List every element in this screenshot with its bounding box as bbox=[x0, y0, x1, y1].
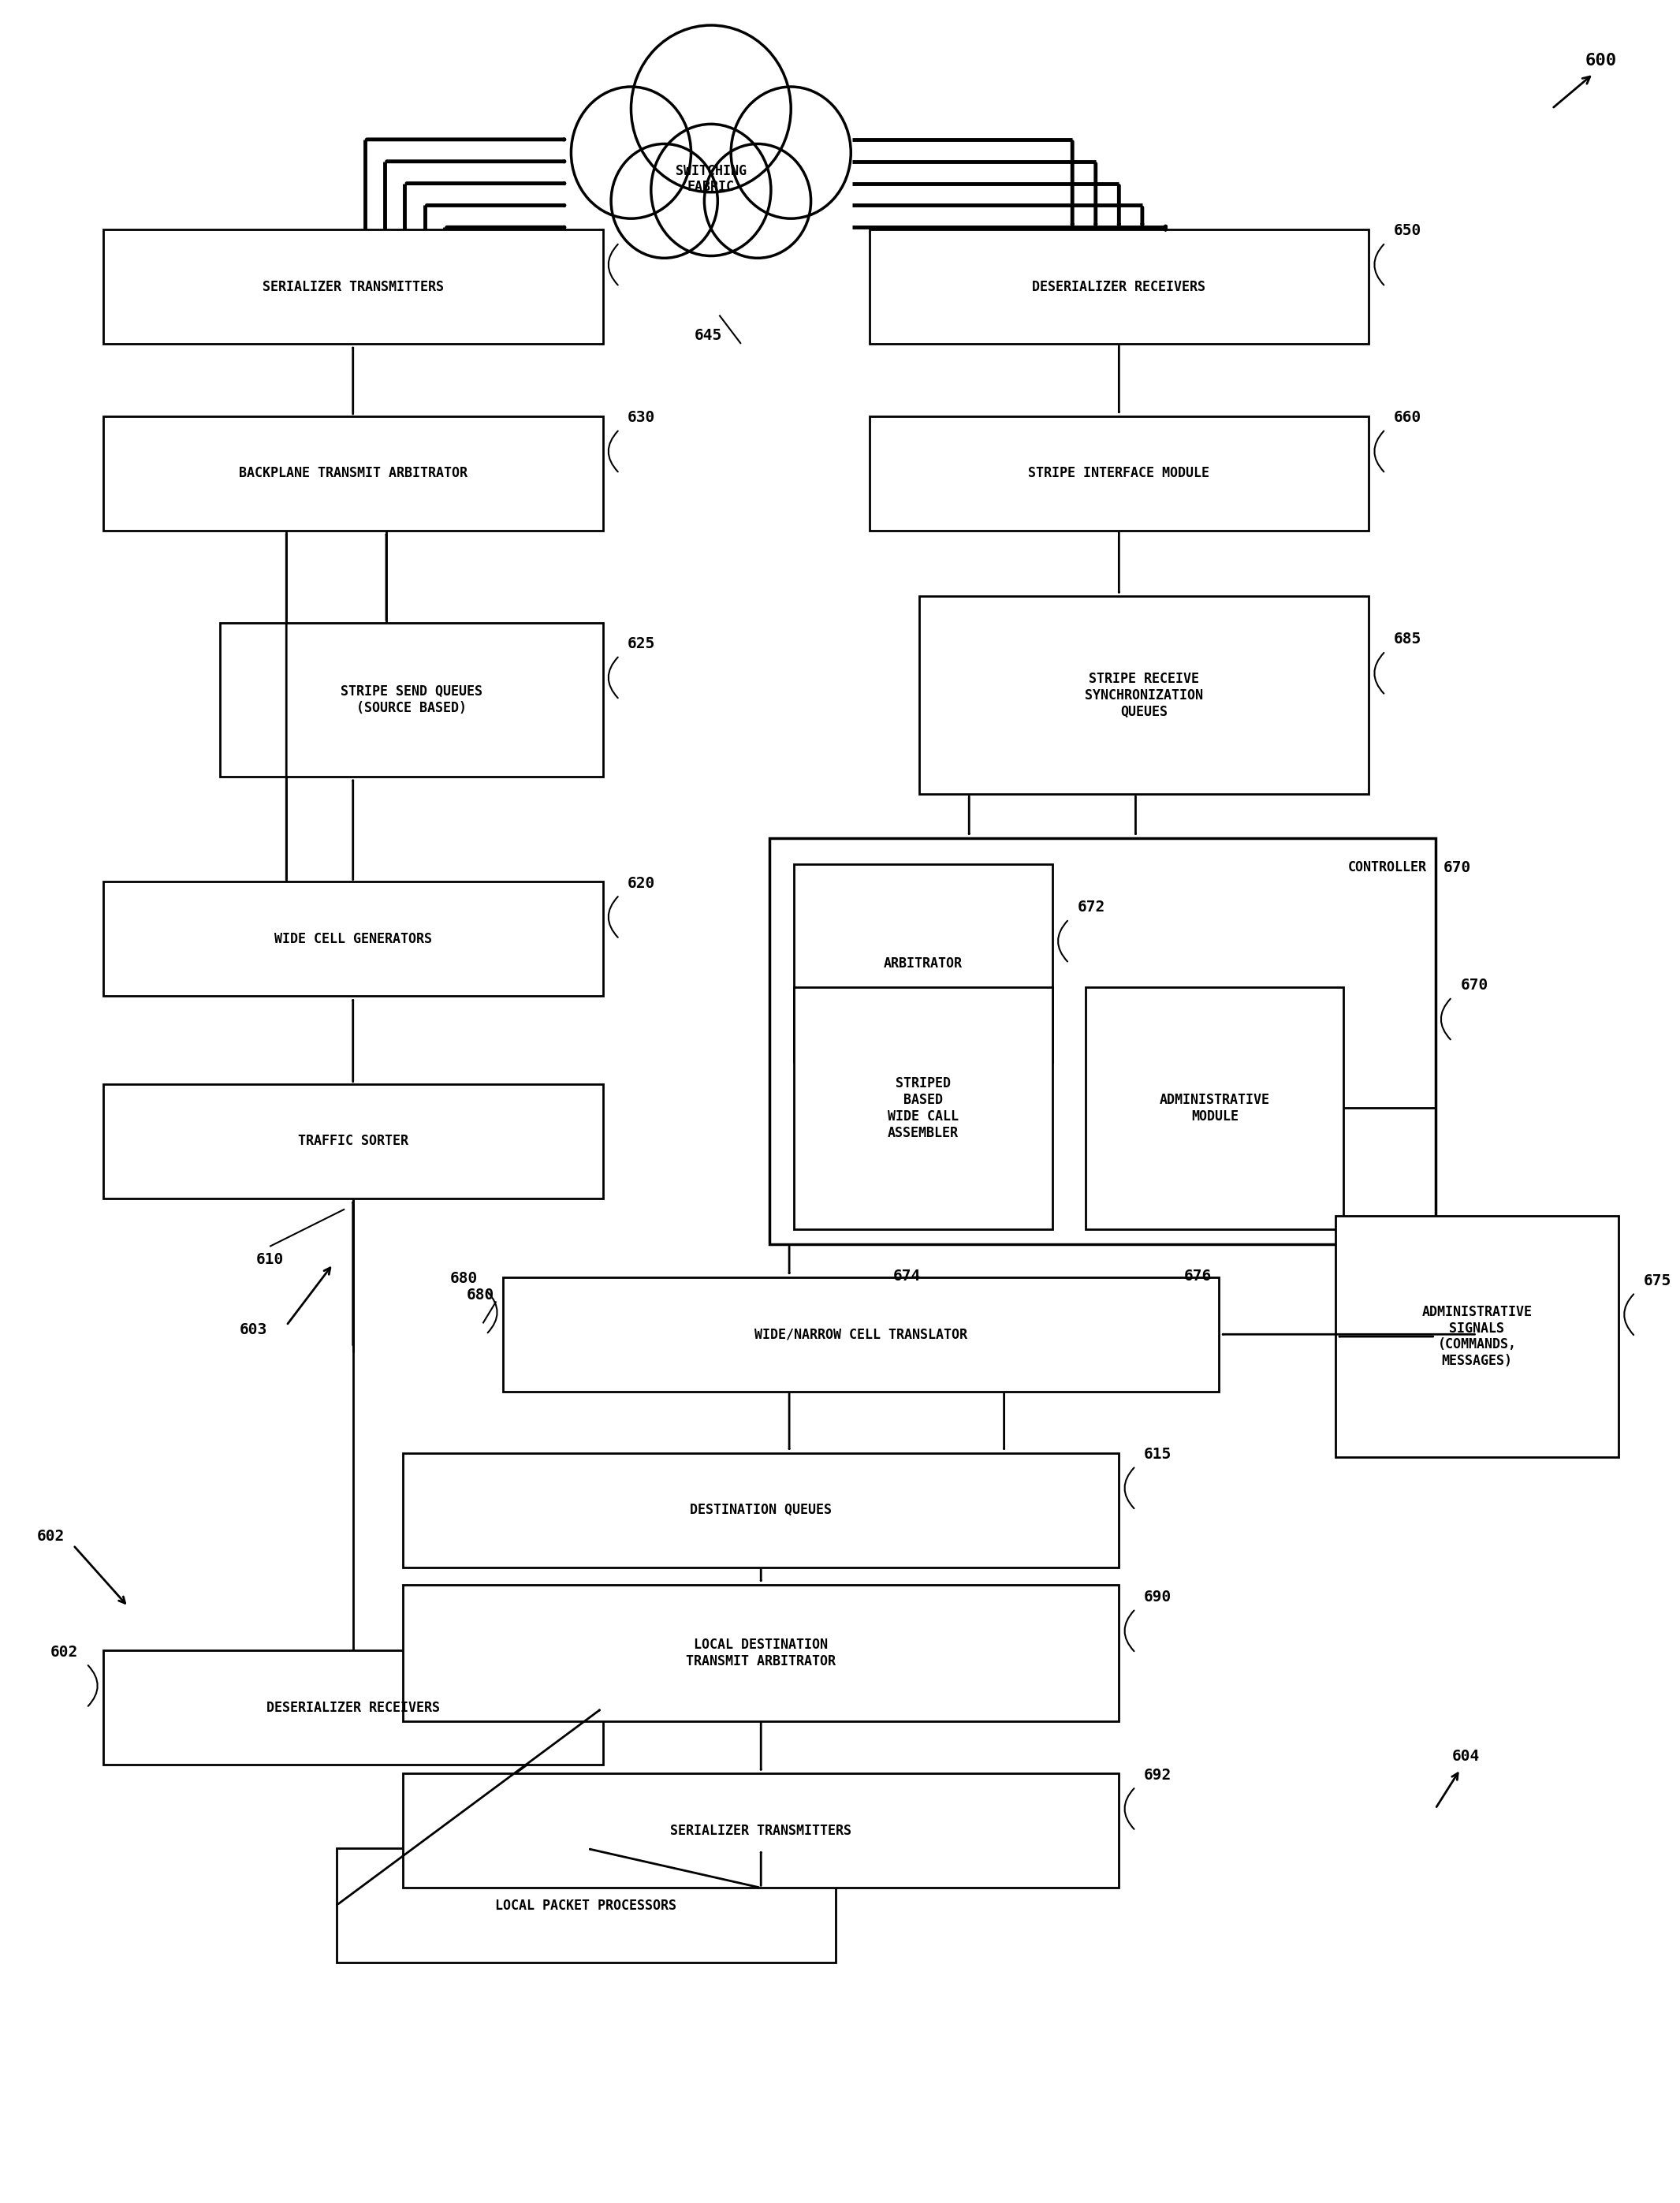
FancyBboxPatch shape bbox=[769, 837, 1435, 1245]
Text: 615: 615 bbox=[1144, 1447, 1171, 1463]
Text: 604: 604 bbox=[1452, 1749, 1480, 1765]
Text: 670: 670 bbox=[1443, 859, 1472, 875]
Text: ADMINISTRATIVE
MODULE: ADMINISTRATIVE MODULE bbox=[1159, 1093, 1270, 1124]
Text: 602: 602 bbox=[37, 1529, 64, 1544]
Text: SERIALIZER TRANSMITTERS: SERIALIZER TRANSMITTERS bbox=[262, 280, 444, 293]
Text: BACKPLANE TRANSMIT ARBITRATOR: BACKPLANE TRANSMIT ARBITRATOR bbox=[239, 467, 467, 480]
FancyBboxPatch shape bbox=[102, 881, 603, 996]
Text: 602: 602 bbox=[50, 1643, 79, 1659]
FancyBboxPatch shape bbox=[403, 1584, 1119, 1721]
Text: ARBITRATOR: ARBITRATOR bbox=[884, 956, 963, 969]
FancyBboxPatch shape bbox=[403, 1773, 1119, 1888]
FancyBboxPatch shape bbox=[1336, 1216, 1618, 1458]
Ellipse shape bbox=[704, 143, 811, 258]
Text: 640: 640 bbox=[628, 223, 655, 238]
Text: TRAFFIC SORTER: TRAFFIC SORTER bbox=[297, 1135, 408, 1148]
Text: SWITCHING
FABRIC: SWITCHING FABRIC bbox=[675, 163, 746, 194]
Text: 600: 600 bbox=[1586, 53, 1616, 68]
FancyBboxPatch shape bbox=[869, 416, 1369, 531]
Text: 692: 692 bbox=[1144, 1767, 1171, 1782]
FancyBboxPatch shape bbox=[102, 1084, 603, 1198]
Text: STRIPED
BASED
WIDE CALL
ASSEMBLER: STRIPED BASED WIDE CALL ASSEMBLER bbox=[887, 1077, 959, 1139]
FancyBboxPatch shape bbox=[869, 229, 1369, 344]
Text: DESERIALIZER RECEIVERS: DESERIALIZER RECEIVERS bbox=[1032, 280, 1206, 293]
Text: 645: 645 bbox=[694, 328, 722, 344]
Text: 676: 676 bbox=[1184, 1269, 1211, 1284]
FancyBboxPatch shape bbox=[795, 864, 1052, 1062]
FancyBboxPatch shape bbox=[102, 416, 603, 531]
Text: 610: 610 bbox=[255, 1251, 284, 1267]
Text: STRIPE RECEIVE
SYNCHRONIZATION
QUEUES: STRIPE RECEIVE SYNCHRONIZATION QUEUES bbox=[1085, 672, 1203, 718]
Text: CONTROLLER: CONTROLLER bbox=[1347, 859, 1426, 875]
Ellipse shape bbox=[571, 86, 690, 218]
Text: 630: 630 bbox=[628, 410, 655, 425]
FancyBboxPatch shape bbox=[336, 1848, 837, 1963]
FancyBboxPatch shape bbox=[502, 1278, 1220, 1392]
Text: LOCAL PACKET PROCESSORS: LOCAL PACKET PROCESSORS bbox=[496, 1899, 677, 1912]
Text: 660: 660 bbox=[1394, 410, 1421, 425]
Text: 650: 650 bbox=[1394, 223, 1421, 238]
Text: 690: 690 bbox=[1144, 1591, 1171, 1604]
Text: WIDE/NARROW CELL TRANSLATOR: WIDE/NARROW CELL TRANSLATOR bbox=[754, 1326, 968, 1342]
FancyBboxPatch shape bbox=[220, 623, 603, 775]
FancyBboxPatch shape bbox=[919, 597, 1369, 793]
Text: ADMINISTRATIVE
SIGNALS
(COMMANDS,
MESSAGES): ADMINISTRATIVE SIGNALS (COMMANDS, MESSAG… bbox=[1421, 1304, 1532, 1368]
Text: DESERIALIZER RECEIVERS: DESERIALIZER RECEIVERS bbox=[265, 1701, 440, 1714]
FancyBboxPatch shape bbox=[102, 1650, 603, 1765]
FancyBboxPatch shape bbox=[795, 987, 1052, 1229]
Text: 620: 620 bbox=[628, 875, 655, 890]
Text: 680: 680 bbox=[450, 1271, 477, 1287]
Text: 603: 603 bbox=[240, 1322, 267, 1337]
FancyBboxPatch shape bbox=[403, 1454, 1119, 1566]
Text: 685: 685 bbox=[1394, 632, 1421, 648]
Ellipse shape bbox=[652, 123, 771, 256]
Text: STRIPE SEND QUEUES
(SOURCE BASED): STRIPE SEND QUEUES (SOURCE BASED) bbox=[341, 685, 482, 714]
Text: 680: 680 bbox=[467, 1287, 494, 1302]
Ellipse shape bbox=[731, 86, 850, 218]
Text: 674: 674 bbox=[892, 1269, 921, 1284]
FancyBboxPatch shape bbox=[102, 229, 603, 344]
Text: 670: 670 bbox=[1460, 978, 1488, 994]
Text: SERIALIZER TRANSMITTERS: SERIALIZER TRANSMITTERS bbox=[670, 1824, 852, 1837]
Text: 672: 672 bbox=[1077, 899, 1105, 914]
Text: 625: 625 bbox=[628, 637, 655, 652]
Text: 675: 675 bbox=[1643, 1273, 1672, 1289]
FancyBboxPatch shape bbox=[1085, 987, 1344, 1229]
Text: STRIPE INTERFACE MODULE: STRIPE INTERFACE MODULE bbox=[1028, 467, 1210, 480]
Text: LOCAL DESTINATION
TRANSMIT ARBITRATOR: LOCAL DESTINATION TRANSMIT ARBITRATOR bbox=[685, 1637, 837, 1668]
Ellipse shape bbox=[632, 24, 791, 192]
Ellipse shape bbox=[612, 143, 717, 258]
Text: WIDE CELL GENERATORS: WIDE CELL GENERATORS bbox=[274, 932, 432, 945]
Text: DESTINATION QUEUES: DESTINATION QUEUES bbox=[690, 1502, 832, 1518]
